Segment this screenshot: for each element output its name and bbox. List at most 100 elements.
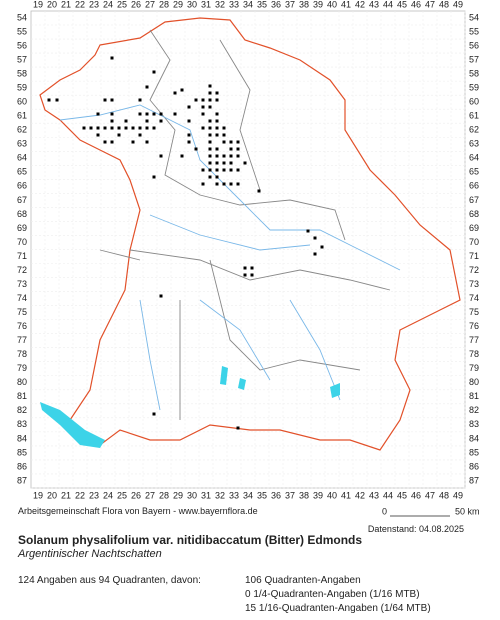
occurrence-dot (187, 105, 191, 109)
row-label: 66 (469, 181, 479, 191)
row-label: 78 (469, 349, 479, 359)
column-label: 24 (103, 0, 113, 9)
column-label: 46 (411, 0, 421, 9)
occurrence-dot (215, 119, 219, 123)
row-label: 56 (469, 40, 479, 50)
column-label: 44 (383, 0, 393, 9)
occurrence-dot (152, 412, 156, 416)
column-label: 24 (103, 490, 113, 500)
occurrence-dot (173, 112, 177, 116)
occurrence-dot (320, 245, 324, 249)
row-label: 80 (469, 377, 479, 387)
occurrence-dot (187, 133, 191, 137)
row-label: 54 (17, 12, 27, 22)
row-label: 81 (469, 391, 479, 401)
row-label: 64 (469, 153, 479, 163)
row-label: 86 (469, 461, 479, 471)
occurrence-dot (159, 154, 163, 158)
occurrence-dot (215, 147, 219, 151)
occurrence-dot (215, 133, 219, 137)
occurrence-dot (208, 105, 212, 109)
grid-labels: 19 19 20 20 21 21 22 22 23 23 24 24 25 25 26 26 27 27 28 28… (17, 0, 479, 500)
occurrence-dot (103, 126, 107, 130)
occurrence-dot (236, 182, 240, 186)
scale-start: 0 (382, 506, 387, 516)
occurrence-dot (208, 168, 212, 172)
row-label: 84 (469, 433, 479, 443)
occurrence-dot (145, 126, 149, 130)
column-label: 49 (453, 0, 463, 9)
occurrence-dot (180, 154, 184, 158)
row-label: 86 (17, 461, 27, 471)
occurrence-dot (138, 98, 142, 102)
column-label: 43 (369, 0, 379, 9)
row-label: 62 (17, 125, 27, 135)
occurrence-dot (208, 147, 212, 151)
row-label: 66 (17, 181, 27, 191)
row-label: 62 (469, 125, 479, 135)
occurrence-dot (110, 126, 114, 130)
occurrence-dot (208, 98, 212, 102)
occurrence-dot (110, 98, 114, 102)
occurrence-dot (138, 112, 142, 116)
row-label: 73 (469, 279, 479, 289)
occurrence-dot (215, 168, 219, 172)
occurrence-dot (47, 98, 51, 102)
occurrence-dot (222, 168, 226, 172)
row-label: 61 (469, 111, 479, 121)
occurrence-dot (243, 266, 247, 270)
occurrence-dot (131, 140, 135, 144)
occurrence-dot (215, 161, 219, 165)
row-label: 87 (469, 475, 479, 485)
row-label: 79 (469, 363, 479, 373)
column-label: 32 (215, 0, 225, 9)
occurrence-dot (96, 112, 100, 116)
occurrence-dot (222, 133, 226, 137)
row-label: 59 (17, 83, 27, 93)
row-label: 71 (17, 251, 27, 261)
lake (238, 378, 246, 390)
occurrence-dot (208, 140, 212, 144)
column-label: 37 (285, 490, 295, 500)
occurrence-dot (208, 161, 212, 165)
row-label: 74 (17, 293, 27, 303)
column-label: 25 (117, 0, 127, 9)
row-label: 58 (17, 68, 27, 78)
occurrence-dot (110, 56, 114, 60)
column-label: 34 (243, 490, 253, 500)
column-label: 26 (131, 490, 141, 500)
occurrence-dot (257, 189, 261, 193)
occurrence-dot (229, 140, 233, 144)
occurrence-dot (117, 126, 121, 130)
occurrence-dot (215, 126, 219, 130)
occurrence-dot (110, 112, 114, 116)
row-label: 55 (17, 26, 27, 36)
column-label: 21 (61, 0, 71, 9)
stat-line: 0 1/4-Quadranten-Angaben (1/16 MTB) (245, 589, 420, 600)
occurrence-dot (138, 133, 142, 137)
occurrence-dot (208, 133, 212, 137)
occurrence-dot (159, 112, 163, 116)
column-label: 35 (257, 490, 267, 500)
column-label: 23 (89, 0, 99, 9)
occurrence-dot (201, 112, 205, 116)
column-label: 41 (341, 0, 351, 9)
occurrence-dot (215, 182, 219, 186)
occurrence-dot (117, 133, 121, 137)
occurrence-dot (152, 175, 156, 179)
occurrence-dot (243, 161, 247, 165)
row-label: 76 (469, 321, 479, 331)
column-label: 47 (425, 0, 435, 9)
row-label: 79 (17, 363, 27, 373)
scale-end: 50 km (455, 506, 480, 516)
occurrence-dot (306, 229, 310, 233)
occurrence-dot (110, 140, 114, 144)
row-label: 63 (469, 139, 479, 149)
row-label: 54 (469, 12, 479, 22)
row-label: 85 (17, 447, 27, 457)
column-label: 22 (75, 490, 85, 500)
occurrence-dot (152, 70, 156, 74)
column-label: 19 (33, 0, 43, 9)
occurrence-dot (208, 119, 212, 123)
occurrence-dot (215, 175, 219, 179)
